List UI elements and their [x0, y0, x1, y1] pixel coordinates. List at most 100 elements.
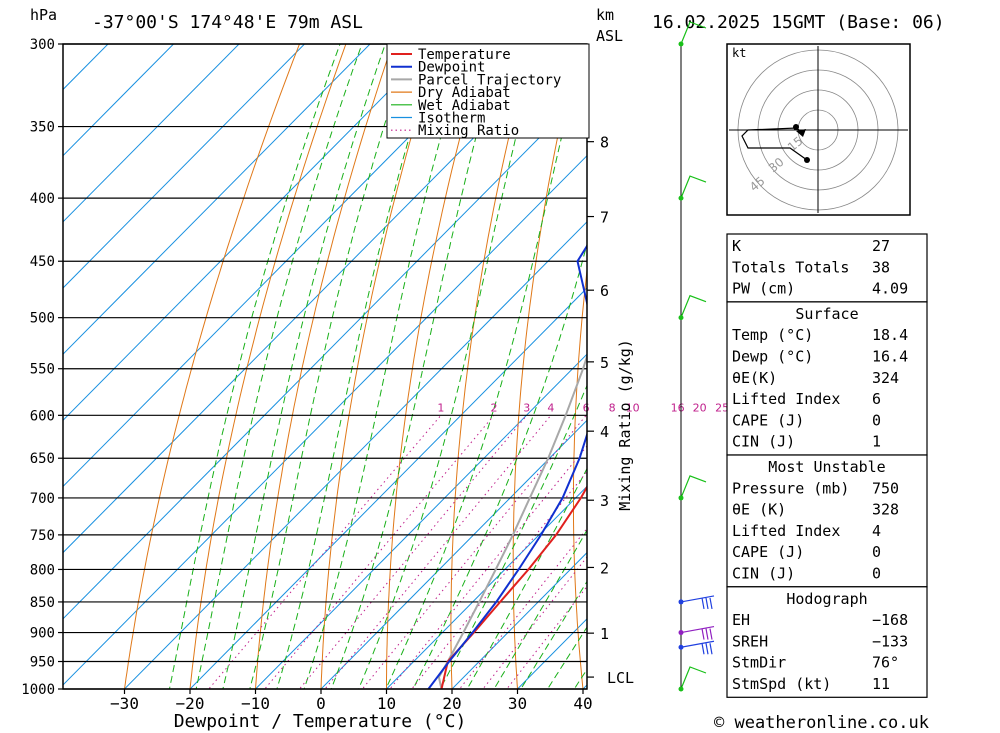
- stat-value: 324: [872, 369, 899, 387]
- mixing-ratio-label: 4: [547, 401, 554, 414]
- dry-adiabat: [948, 0, 1000, 715]
- dry-adiabat: [189, 44, 347, 689]
- mixing-ratio-line: [208, 414, 442, 689]
- temperature-tick-label: −20: [176, 694, 205, 713]
- pressure-tick-label: 850: [30, 595, 55, 611]
- hodograph-point: [793, 124, 799, 130]
- km-tick-label: 8: [600, 134, 609, 152]
- temperature-tick-label: 10: [377, 694, 396, 713]
- pressure-tick-label: 500: [30, 311, 55, 327]
- legend-entry: Parcel Trajectory: [418, 72, 561, 88]
- mixing-ratio-axis-title: Mixing Ratio (g/kg): [616, 339, 634, 511]
- pressure-tick-label: 400: [30, 191, 55, 207]
- stat-value: 6: [872, 390, 881, 408]
- km-tick-label: 4: [600, 423, 609, 441]
- most-unstable-box: [726, 454, 928, 588]
- hodograph-mean-wind: [796, 129, 806, 137]
- pressure-tick-label: 350: [30, 120, 55, 136]
- stat-label: StmSpd (kt): [732, 675, 831, 693]
- wind-barb-feather: [709, 628, 713, 640]
- stat-value: 0: [872, 565, 881, 583]
- wind-barb-feather: [705, 643, 709, 655]
- stat-label: CIN (J): [732, 565, 795, 583]
- isotherm-line: [63, 44, 306, 289]
- hodograph-stats-title: Hodograph: [786, 590, 867, 608]
- stat-value: 328: [872, 501, 899, 519]
- mixing-ratio-line: [324, 414, 552, 689]
- legend-box: [386, 43, 590, 139]
- isotherm-line: [320, 419, 587, 689]
- stat-value: 4.09: [872, 280, 908, 298]
- km-unit-label: km: [596, 6, 614, 24]
- dry-adiabat: [123, 44, 301, 689]
- wet-adiabat: [195, 44, 363, 689]
- isotherm-line: [0, 0, 139, 733]
- isotherm-line: [63, 88, 587, 620]
- parcel-trajectory: [437, 353, 587, 689]
- stat-label: StmDir: [732, 654, 786, 672]
- temperature-tick-label: 40: [573, 694, 592, 713]
- pressure-tick-label: 300: [30, 37, 55, 53]
- location-title: -37°00'S 174°48'E 79m ASL: [92, 12, 363, 33]
- wind-barb: [680, 21, 707, 45]
- km-tick-label: 7: [600, 209, 609, 227]
- pressure-tick-label: 550: [30, 362, 55, 378]
- pressure-tick-label: 600: [30, 408, 55, 424]
- stat-label: CAPE (J): [732, 543, 804, 561]
- isotherm-line: [189, 287, 587, 689]
- stat-label: CAPE (J): [732, 411, 804, 429]
- pressure-tick-label: 800: [30, 562, 55, 578]
- stat-label: Pressure (mb): [732, 479, 849, 497]
- pressure-tick-label: 650: [30, 451, 55, 467]
- wet-adiabat: [412, 242, 587, 689]
- stat-value: 0: [872, 411, 881, 429]
- dry-adiabat: [632, 0, 692, 715]
- legend-entry: Dewpoint: [418, 60, 485, 76]
- km-tick-label: 2: [600, 559, 609, 577]
- temperature-tick-label: 20: [442, 694, 461, 713]
- stat-value: 38: [872, 258, 890, 276]
- wind-barb: [680, 175, 707, 199]
- stat-value: 11: [872, 675, 890, 693]
- km-tick-label: 3: [600, 492, 609, 510]
- wind-barb-feather: [701, 597, 705, 610]
- mixing-ratio-labels: 1 2 3 4 6 8 10 16 20 25: [437, 401, 729, 414]
- wet-adiabat: [358, 44, 541, 689]
- temperature-tick-label: −10: [241, 694, 270, 713]
- wet-adiabat: [249, 44, 411, 689]
- mixing-ratio-label: 3: [523, 401, 530, 414]
- isotherm-line: [123, 221, 587, 689]
- asl-unit-label: ASL: [596, 27, 623, 45]
- stat-label: Lifted Index: [732, 390, 840, 408]
- most-unstable-title: Most Unstable: [768, 458, 885, 476]
- mixing-ratio-label: 2: [490, 401, 497, 414]
- x-axis-title: Dewpoint / Temperature (°C): [174, 711, 467, 732]
- km-tick-label: 5: [600, 354, 609, 372]
- wind-barb-feather: [701, 643, 705, 655]
- mixing-ratio-line: [389, 445, 587, 689]
- mixing-ratio-line: [298, 414, 528, 689]
- isotherm-line: [385, 485, 587, 689]
- isotherm-line: [451, 551, 587, 689]
- stats-panel: K 27 Totals Totals 38 PW (cm) 4.09 Surface Temp…: [726, 233, 928, 698]
- plot-frame: [62, 43, 588, 690]
- stat-label: EH: [732, 611, 750, 629]
- km-tick-label: 1: [600, 625, 609, 643]
- stat-label: θE(K): [732, 369, 777, 387]
- mixing-ratio-label: 10: [626, 401, 640, 414]
- datetime-title: 16.02.2025 15GMT (Base: 06): [652, 12, 945, 33]
- stat-label: Totals Totals: [732, 258, 849, 276]
- wind-profile: [678, 21, 715, 692]
- stat-value: 0: [872, 543, 881, 561]
- isotherm-line: [63, 44, 109, 91]
- pressure-tick-label: 450: [30, 254, 55, 270]
- hodograph-storm-motion: [804, 157, 810, 163]
- temperature-tick-label: 0: [316, 694, 326, 713]
- mixing-ratio-label: 6: [583, 401, 590, 414]
- profiles: [427, 44, 587, 689]
- dewpoint-profile: [427, 44, 587, 689]
- credit-text: © weatheronline.co.uk: [714, 713, 929, 733]
- legend-entry: Isotherm: [418, 111, 485, 127]
- km-tick-label: 6: [600, 282, 609, 300]
